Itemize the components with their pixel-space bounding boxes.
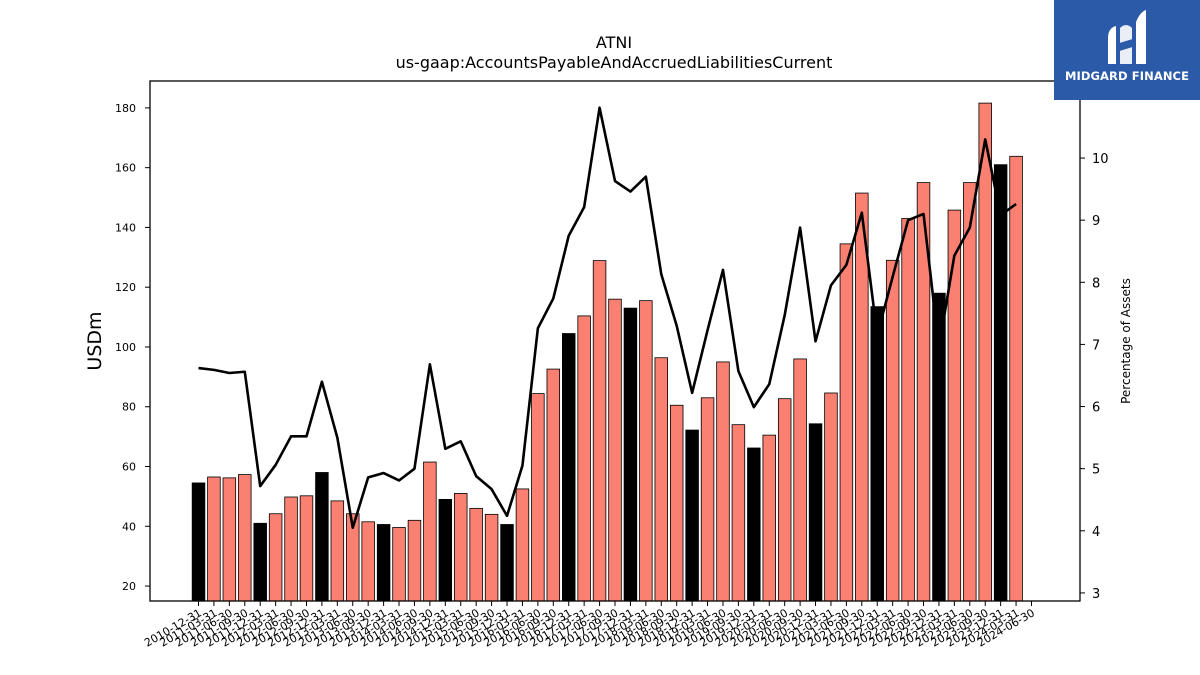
bar-2017-12-31: [623, 307, 638, 602]
bar-2020-03-31: [762, 434, 776, 602]
bar-2020-09-30: [793, 358, 807, 602]
y2-tick-label: 7: [1092, 338, 1100, 353]
brand-logo: MIDGARD FINANCE: [1054, 0, 1200, 100]
bar-2018-09-30: [669, 404, 684, 602]
bar-2020-06-30: [777, 398, 792, 602]
brand-name: MIDGARD FINANCE: [1064, 69, 1190, 83]
y2-tick-label: 10: [1092, 152, 1109, 167]
bar-2012-06-30: [284, 496, 298, 602]
bar-2016-06-30: [531, 393, 545, 602]
bar-2014-09-30: [423, 461, 437, 602]
bar-2012-03-31: [268, 513, 283, 602]
bar-2019-09-30: [731, 424, 746, 602]
y-axis-label: USDm: [84, 311, 106, 370]
bar-2017-06-30: [592, 260, 607, 602]
bar-2012-12-31: [315, 472, 329, 602]
bar-2014-06-30: [407, 519, 422, 602]
y2-tick-label: 8: [1092, 276, 1100, 291]
y2-tick-label: 5: [1092, 463, 1100, 478]
midgard-logo-icon: [1108, 10, 1146, 64]
bar-2019-06-30: [716, 361, 730, 602]
percentage-line: [198, 106, 1017, 529]
bar-2019-03-31: [700, 397, 715, 602]
y-axis-left: 20 40 60 80 100 120 140 160 180: [115, 102, 150, 593]
bar-2019-12-31: [747, 447, 761, 602]
chart-title: ATNI: [596, 33, 632, 52]
bar-2013-09-30: [361, 521, 375, 602]
bar-2015-12-31: [500, 524, 514, 602]
y-tick-label: 140: [115, 221, 136, 234]
bar-2021-06-30: [839, 243, 854, 602]
bar-2023-12-31: [993, 164, 1008, 602]
bar-2016-12-31: [562, 333, 576, 602]
y2-tick-label: 4: [1092, 525, 1100, 540]
bar-2017-09-30: [608, 298, 622, 602]
bars-layer: [191, 102, 1023, 602]
bar-2023-06-30: [963, 182, 977, 602]
bar-2017-03-31: [577, 315, 591, 602]
bar-2012-09-30: [299, 495, 314, 602]
bar-2011-09-30: [238, 474, 252, 602]
bar-2021-03-31: [824, 392, 838, 602]
bar-2011-06-30: [222, 477, 237, 602]
bar-2022-06-30: [901, 218, 915, 602]
y2-tick-label: 6: [1092, 401, 1100, 416]
bar-2016-09-30: [546, 368, 561, 602]
bar-2011-03-31: [207, 476, 221, 602]
bar-2010-12-31: [191, 482, 206, 602]
y2-axis-label: Percentage of Assets: [1119, 278, 1133, 404]
y-tick-label: 160: [115, 162, 136, 175]
bar-2023-03-31: [947, 209, 962, 602]
y-tick-label: 180: [115, 102, 136, 115]
bar-2015-06-30: [469, 507, 483, 602]
bar-2014-12-31: [438, 498, 453, 602]
y-axis-right: 3 4 5 6 7 8 9 10: [1080, 152, 1109, 602]
y-tick-label: 60: [122, 461, 136, 474]
bar-2015-09-30: [484, 513, 499, 602]
x-axis: 2010-12-312011-03-312011-06-302011-09-30…: [142, 601, 1037, 650]
y-tick-label: 100: [115, 341, 136, 354]
y-tick-label: 20: [122, 580, 136, 593]
y-tick-label: 120: [115, 281, 136, 294]
chart-subtitle: us-gaap:AccountsPayableAndAccruedLiabili…: [396, 53, 833, 72]
bar-2013-03-31: [330, 500, 345, 602]
bar-2014-03-31: [392, 527, 406, 602]
bar-2015-03-31: [454, 493, 468, 602]
bar-2023-09-30: [978, 102, 992, 602]
y2-tick-label: 3: [1092, 587, 1100, 602]
y-tick-label: 40: [122, 520, 136, 533]
bar-2022-03-31: [885, 259, 900, 602]
y2-tick-label: 9: [1092, 214, 1100, 229]
bar-2018-12-31: [685, 429, 699, 602]
bar-2021-12-31: [870, 306, 884, 602]
bar-2018-06-30: [654, 357, 669, 602]
y-tick-label: 80: [122, 401, 136, 414]
bar-2013-12-31: [376, 524, 391, 602]
bar-2020-12-31: [808, 423, 823, 602]
bar-2011-12-31: [253, 522, 267, 602]
bar-2018-03-31: [639, 300, 653, 602]
bar-2016-03-31: [515, 488, 530, 602]
bar-2024-03-31: [1009, 155, 1023, 602]
